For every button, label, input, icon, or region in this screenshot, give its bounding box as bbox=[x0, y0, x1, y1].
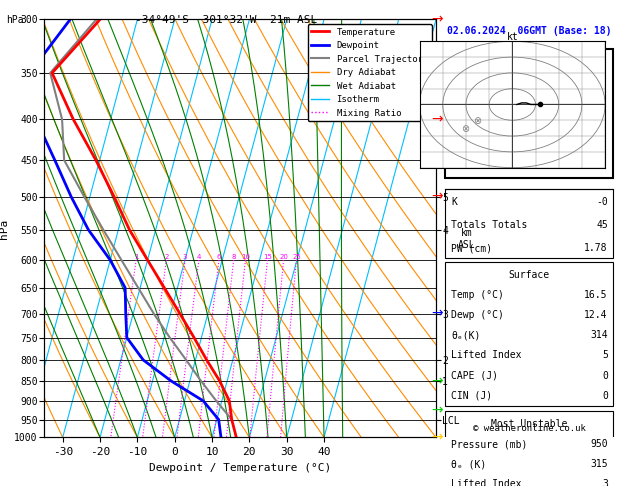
Text: 0: 0 bbox=[602, 391, 608, 400]
Text: Surface: Surface bbox=[509, 270, 550, 280]
Text: 02.06.2024  06GMT (Base: 18): 02.06.2024 06GMT (Base: 18) bbox=[447, 26, 611, 35]
Y-axis label: hPa: hPa bbox=[0, 218, 9, 239]
Text: hPa: hPa bbox=[6, 15, 24, 25]
Text: © weatheronline.co.uk: © weatheronline.co.uk bbox=[473, 424, 586, 433]
Text: PW (cm): PW (cm) bbox=[451, 243, 492, 253]
Text: 45: 45 bbox=[596, 220, 608, 230]
Y-axis label: km
ASL: km ASL bbox=[458, 228, 476, 250]
Text: 3: 3 bbox=[602, 479, 608, 486]
Text: CAPE (J): CAPE (J) bbox=[451, 370, 498, 381]
Text: 15: 15 bbox=[263, 254, 272, 260]
Bar bbox=[445, 189, 613, 258]
Text: 12.4: 12.4 bbox=[584, 311, 608, 320]
X-axis label: Dewpoint / Temperature (°C): Dewpoint / Temperature (°C) bbox=[149, 463, 331, 473]
Text: 314: 314 bbox=[590, 330, 608, 340]
Text: →: → bbox=[431, 431, 442, 444]
X-axis label: kt: kt bbox=[506, 32, 518, 42]
Bar bbox=[445, 411, 613, 486]
Text: Lifted Index: Lifted Index bbox=[451, 479, 521, 486]
Text: 4: 4 bbox=[197, 254, 201, 260]
Text: CIN (J): CIN (J) bbox=[451, 391, 492, 400]
Text: →: → bbox=[431, 403, 442, 417]
Text: →: → bbox=[431, 190, 442, 204]
Text: -34°49'S  301°32'W  21m ASL: -34°49'S 301°32'W 21m ASL bbox=[135, 15, 318, 25]
Bar bbox=[445, 49, 613, 178]
Text: $\otimes$: $\otimes$ bbox=[461, 122, 470, 134]
Text: →: → bbox=[431, 112, 442, 126]
Text: $\otimes$: $\otimes$ bbox=[473, 115, 482, 126]
Text: Totals Totals: Totals Totals bbox=[451, 220, 527, 230]
Text: 0: 0 bbox=[602, 370, 608, 381]
Legend: Temperature, Dewpoint, Parcel Trajectory, Dry Adiabat, Wet Adiabat, Isotherm, Mi: Temperature, Dewpoint, Parcel Trajectory… bbox=[308, 24, 431, 122]
Text: →: → bbox=[431, 13, 442, 26]
Text: Most Unstable: Most Unstable bbox=[491, 419, 567, 429]
Text: 1: 1 bbox=[134, 254, 138, 260]
Text: 6: 6 bbox=[216, 254, 221, 260]
Text: θₑ (K): θₑ (K) bbox=[451, 459, 486, 469]
Text: 950: 950 bbox=[590, 439, 608, 449]
Text: 315: 315 bbox=[590, 459, 608, 469]
Text: 25: 25 bbox=[292, 254, 301, 260]
Text: Temp (°C): Temp (°C) bbox=[451, 290, 504, 300]
Text: K: K bbox=[451, 197, 457, 207]
Text: 20: 20 bbox=[279, 254, 288, 260]
Text: 2: 2 bbox=[164, 254, 169, 260]
Text: Pressure (mb): Pressure (mb) bbox=[451, 439, 527, 449]
Text: 3: 3 bbox=[183, 254, 187, 260]
Text: 10: 10 bbox=[241, 254, 250, 260]
Bar bbox=[445, 262, 613, 406]
Text: 5: 5 bbox=[602, 350, 608, 361]
Text: 16.5: 16.5 bbox=[584, 290, 608, 300]
Text: 8: 8 bbox=[231, 254, 236, 260]
Text: θₑ(K): θₑ(K) bbox=[451, 330, 481, 340]
Text: Dewp (°C): Dewp (°C) bbox=[451, 311, 504, 320]
Text: Lifted Index: Lifted Index bbox=[451, 350, 521, 361]
Text: →: → bbox=[431, 307, 442, 321]
Text: →: → bbox=[431, 374, 442, 388]
Text: 1.78: 1.78 bbox=[584, 243, 608, 253]
Text: -0: -0 bbox=[596, 197, 608, 207]
